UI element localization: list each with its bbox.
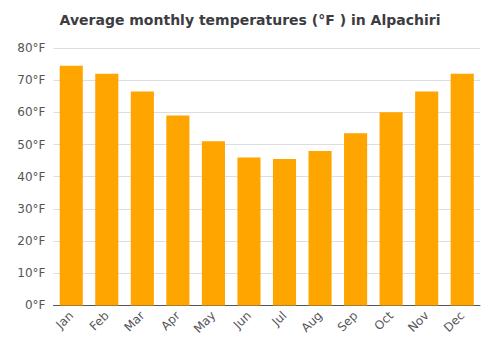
svg-text:70°F: 70°F [17,73,45,87]
svg-text:80°F: 80°F [17,41,45,55]
svg-text:Dec: Dec [441,309,467,335]
svg-text:30°F: 30°F [17,202,45,216]
svg-text:40°F: 40°F [17,170,45,184]
svg-text:Apr: Apr [158,308,183,333]
svg-text:Jun: Jun [230,309,254,333]
svg-text:60°F: 60°F [17,105,45,119]
svg-text:Jul: Jul [269,309,290,330]
svg-text:Aug: Aug [299,309,325,335]
svg-text:10°F: 10°F [17,266,45,280]
svg-text:20°F: 20°F [17,234,45,248]
svg-text:0°F: 0°F [25,298,46,312]
svg-text:50°F: 50°F [17,138,45,152]
svg-text:Mar: Mar [121,308,147,334]
svg-text:Oct: Oct [372,308,397,333]
svg-text:Average monthly temperatures (: Average monthly temperatures (°F ) in Al… [60,12,441,28]
svg-text:Nov: Nov [405,309,431,335]
svg-text:Feb: Feb [87,309,112,334]
svg-text:Jan: Jan [53,309,77,333]
svg-text:Sep: Sep [335,309,361,335]
svg-text:May: May [191,309,218,336]
